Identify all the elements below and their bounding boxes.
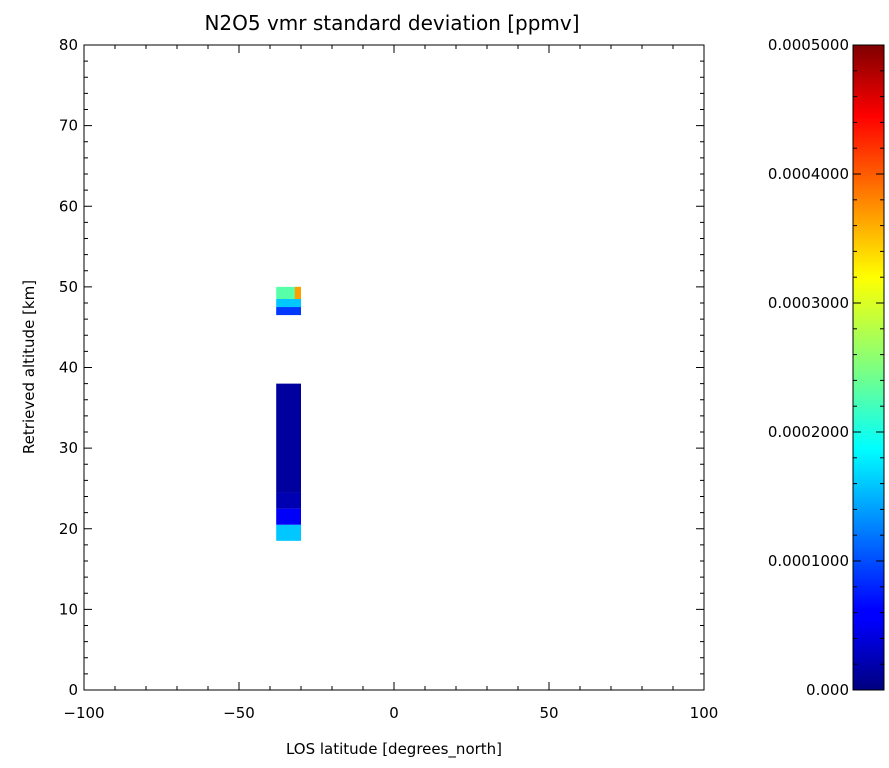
colorbar-tick-label: 0.0002000 <box>768 423 849 441</box>
y-axis-label: Retrieved altitude [km] <box>20 280 38 454</box>
y-tick-label: 80 <box>59 36 78 54</box>
colorbar-tick-label: 0.0004000 <box>768 165 849 183</box>
y-tick-label: 50 <box>59 278 78 296</box>
x-tick-label: 100 <box>690 704 719 722</box>
heatmap-cell <box>276 524 301 541</box>
heatmap-cell <box>276 492 301 509</box>
colorbar-tick-label: 0.0003000 <box>768 294 849 312</box>
chart-title: N2O5 vmr standard deviation [ppmv] <box>204 11 579 35</box>
y-tick-label: 10 <box>59 600 78 618</box>
colorbar-axis: 0.000 0.0001000 0.0002000 0.0003000 0.000400… <box>768 36 884 699</box>
heatmap-cell <box>276 307 301 316</box>
colorbar-tick-label: 0.0001000 <box>768 552 849 570</box>
y-axis: 0 10 20 30 40 50 60 70 80 <box>59 36 704 699</box>
colorbar-tick-label: 0.000 <box>806 681 849 699</box>
x-axis: −100 −50 0 50 100 <box>63 45 718 722</box>
y-tick-label: 60 <box>59 197 78 215</box>
heatmap-cell <box>276 383 301 493</box>
y-tick-label: 20 <box>59 520 78 538</box>
y-tick-label: 30 <box>59 439 78 457</box>
plot-frame <box>83 44 705 691</box>
heatmap-cell <box>276 298 301 308</box>
x-tick-label: −50 <box>223 704 255 722</box>
heatmap-cell <box>294 286 301 299</box>
heatmap-cell <box>276 508 301 525</box>
colorbar <box>852 44 885 691</box>
x-tick-label: 0 <box>389 704 399 722</box>
y-tick-label: 0 <box>68 681 78 699</box>
y-tick-label: 70 <box>59 117 78 135</box>
colorbar-tick-label: 0.0005000 <box>768 36 849 54</box>
x-tick-label: 50 <box>539 704 558 722</box>
heatmap-cells <box>276 286 301 541</box>
y-tick-label: 40 <box>59 359 78 377</box>
x-tick-label: −100 <box>63 704 104 722</box>
x-axis-label: LOS latitude [degrees_north] <box>286 740 502 759</box>
